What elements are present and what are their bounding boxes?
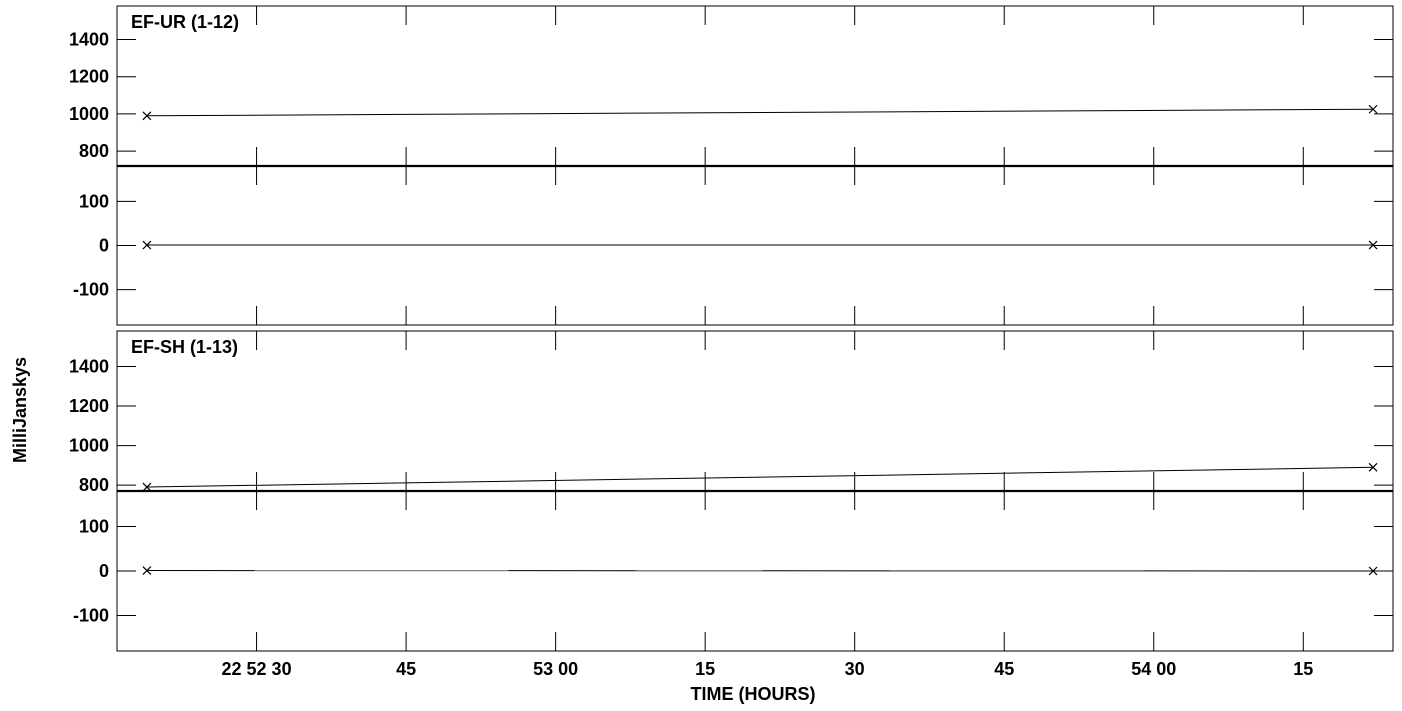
x-tick-label: 30 — [845, 659, 865, 679]
x-tick-label: 45 — [994, 659, 1014, 679]
y-tick-label: 1200 — [69, 396, 109, 416]
y-tick-label: 0 — [99, 561, 109, 581]
x-tick-label: 54 00 — [1131, 659, 1176, 679]
data-point-marker — [1368, 104, 1378, 114]
x-tick-label: 15 — [1293, 659, 1313, 679]
data-point-marker — [142, 482, 152, 492]
y-tick-label: 800 — [79, 475, 109, 495]
x-tick-label: 45 — [396, 659, 416, 679]
y-tick-label: -100 — [73, 605, 109, 625]
y-tick-label: 800 — [79, 141, 109, 161]
panel-1: EF-UR (1-12) 800 1000 1200 1400 -100 0 100 — [69, 5, 1394, 326]
y-tick-label: 1400 — [69, 29, 109, 49]
x-tick-label: 22 52 30 — [222, 659, 292, 679]
y-axis-label: MilliJanskys — [10, 357, 30, 463]
x-axis-label: TIME (HOURS) — [691, 684, 816, 704]
x-tick-label: 15 — [695, 659, 715, 679]
series-line — [146, 108, 1374, 117]
y-tick-label: 1000 — [69, 436, 109, 456]
y-tick-label: 1200 — [69, 67, 109, 87]
y-tick-label: 0 — [99, 236, 109, 256]
data-point-marker — [142, 240, 152, 250]
y-tick-label: 100 — [79, 517, 109, 537]
data-point-marker — [142, 566, 152, 575]
data-point-marker — [1368, 240, 1378, 250]
series-line — [146, 466, 1374, 488]
y-tick-label: -100 — [73, 280, 109, 300]
panel-2: EF-SH (1-13) 800 1000 1200 1400 -100 0 100 — [69, 330, 1394, 652]
data-point-marker — [1368, 462, 1378, 472]
y-tick-label: 1000 — [69, 104, 109, 124]
data-point-marker — [1368, 566, 1378, 576]
panel-title: EF-UR (1-12) — [131, 12, 239, 32]
x-tick-label: 53 00 — [533, 659, 578, 679]
data-point-marker — [142, 111, 152, 121]
panel-title: EF-SH (1-13) — [131, 337, 238, 357]
y-tick-label: 100 — [79, 191, 109, 211]
y-tick-label: 1400 — [69, 357, 109, 377]
